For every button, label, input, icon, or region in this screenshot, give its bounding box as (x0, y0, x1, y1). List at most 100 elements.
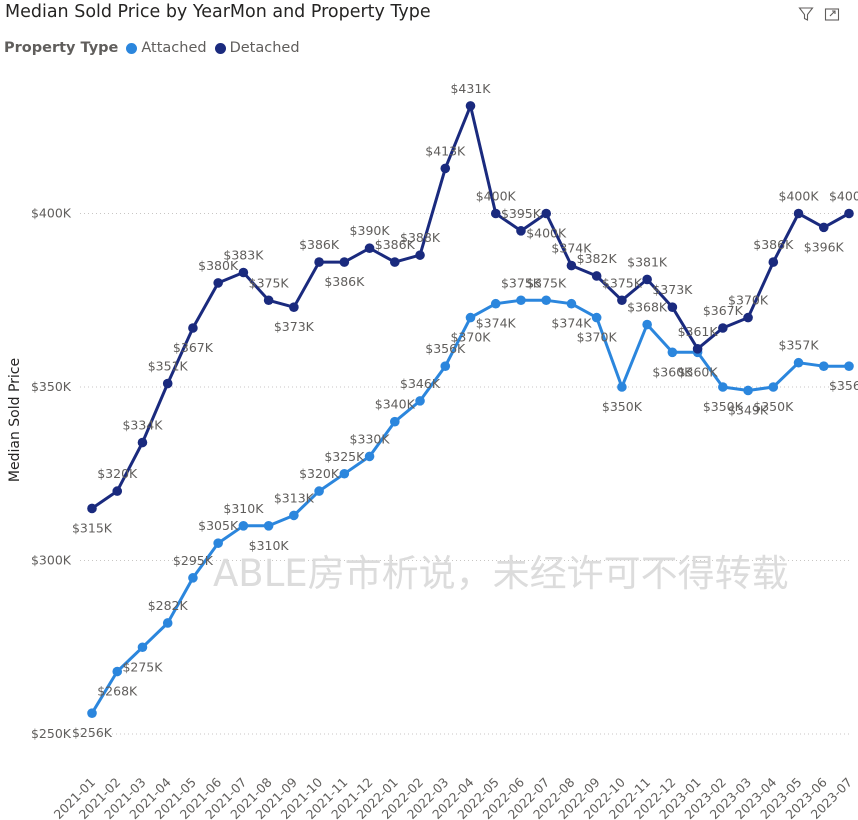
data-point-detached[interactable] (263, 295, 274, 306)
data-label-attached: $313K (274, 490, 315, 505)
data-point-attached[interactable] (566, 298, 577, 309)
data-point-detached[interactable] (289, 302, 299, 312)
data-point-attached[interactable] (112, 666, 123, 677)
legend-item-attached[interactable]: Attached (126, 40, 207, 56)
data-point-detached[interactable] (213, 278, 223, 288)
data-label-attached: $360K (678, 364, 719, 379)
data-label-attached: $275K (122, 659, 163, 674)
data-label-detached: $382K (577, 251, 618, 266)
data-label-attached: $340K (375, 397, 416, 412)
data-label-detached: $334K (122, 418, 163, 433)
data-point-attached[interactable] (617, 382, 627, 392)
data-point-attached[interactable] (768, 382, 779, 392)
data-label-attached: $320K (299, 466, 340, 481)
data-point-attached[interactable] (263, 521, 274, 531)
data-point-attached[interactable] (516, 295, 526, 306)
focus-mode-icon[interactable] (824, 6, 840, 26)
data-point-attached[interactable] (188, 573, 198, 583)
data-point-attached[interactable] (364, 451, 375, 462)
data-label-detached: $373K (652, 282, 693, 297)
data-point-detached[interactable] (743, 312, 753, 323)
data-point-detached[interactable] (516, 226, 526, 236)
y-tick-label: $350K (31, 379, 72, 394)
data-point-detached[interactable] (591, 271, 602, 281)
legend-item-detached[interactable]: Detached (214, 40, 300, 56)
data-point-attached[interactable] (339, 468, 350, 479)
data-label-detached: $400K (779, 189, 820, 204)
data-point-attached[interactable] (440, 361, 451, 371)
data-point-attached[interactable] (314, 486, 324, 496)
data-label-attached: $256K (72, 725, 113, 740)
data-point-attached[interactable] (642, 319, 652, 330)
y-axis: $250K $300K $350K $400K (31, 206, 72, 742)
data-point-detached[interactable] (415, 250, 425, 260)
data-point-detached[interactable] (137, 437, 148, 448)
data-point-detached[interactable] (718, 323, 728, 333)
data-point-attached[interactable] (390, 416, 400, 427)
data-point-attached[interactable] (465, 312, 476, 323)
data-point-attached[interactable] (213, 538, 223, 548)
data-point-detached[interactable] (314, 257, 324, 267)
data-point-attached[interactable] (137, 642, 148, 653)
data-point-detached[interactable] (793, 208, 804, 219)
data-point-attached[interactable] (162, 618, 173, 628)
data-point-attached[interactable] (238, 521, 249, 531)
x-axis: 2021-012021-022021-032021-042021-052021-… (51, 774, 856, 820)
legend-marker-attached (126, 42, 138, 54)
data-point-attached[interactable] (793, 357, 804, 368)
data-point-detached[interactable] (188, 323, 198, 333)
data-point-detached[interactable] (844, 208, 854, 219)
data-label-attached: $350K (753, 399, 794, 414)
data-point-detached[interactable] (768, 257, 779, 267)
data-point-attached[interactable] (743, 385, 753, 396)
data-point-detached[interactable] (390, 257, 400, 267)
data-label-attached: $349K (728, 402, 769, 417)
legend-label-attached: Attached (141, 40, 207, 56)
data-point-detached[interactable] (440, 163, 451, 174)
data-point-detached[interactable] (541, 208, 551, 219)
y-tick-label: $400K (31, 206, 72, 221)
data-point-attached[interactable] (541, 295, 551, 306)
data-point-detached[interactable] (465, 101, 476, 111)
data-label-attached: $375K (501, 275, 542, 290)
data-label-detached: $367K (173, 340, 214, 355)
data-point-detached[interactable] (87, 503, 97, 514)
data-label-attached: $305K (198, 518, 239, 533)
data-point-detached[interactable] (642, 274, 652, 285)
data-point-attached[interactable] (87, 708, 97, 718)
data-point-attached[interactable] (415, 396, 425, 406)
data-label-attached: $357K (779, 338, 820, 353)
data-label-attached: $356K (829, 378, 858, 393)
legend-label-detached: Detached (229, 40, 300, 56)
data-point-detached[interactable] (667, 302, 678, 312)
data-point-attached[interactable] (818, 361, 829, 371)
data-label-detached: $320K (97, 466, 138, 481)
data-label-attached: $325K (324, 449, 365, 464)
data-point-detached[interactable] (112, 486, 123, 496)
data-point-detached[interactable] (490, 208, 501, 219)
data-point-attached[interactable] (591, 312, 602, 323)
data-point-detached[interactable] (617, 295, 627, 306)
data-point-detached[interactable] (818, 222, 829, 233)
legend: Property Type Attached Detached (4, 38, 308, 58)
data-point-attached[interactable] (289, 510, 299, 521)
series-line-attached[interactable] (90, 298, 849, 714)
data-point-attached[interactable] (718, 382, 728, 392)
data-label-detached: $396K (804, 239, 845, 254)
data-label-detached: $386K (753, 237, 794, 252)
data-point-detached[interactable] (692, 344, 703, 354)
data-point-attached[interactable] (667, 347, 678, 358)
data-label-attached: $375K (526, 275, 567, 290)
data-point-attached[interactable] (490, 298, 501, 309)
data-point-detached[interactable] (339, 257, 350, 267)
filter-icon[interactable] (798, 6, 814, 26)
data-point-detached[interactable] (364, 243, 375, 253)
data-label-detached: $351K (148, 359, 189, 374)
data-point-attached[interactable] (844, 361, 854, 371)
data-point-detached[interactable] (238, 267, 249, 278)
data-label-attached: $282K (148, 598, 189, 613)
data-point-detached[interactable] (162, 378, 173, 389)
data-label-detached: $375K (602, 275, 643, 290)
data-point-detached[interactable] (566, 260, 577, 271)
data-labels: $256K $268K $275K $282K $295K $305K $310K $310K… (72, 81, 858, 740)
